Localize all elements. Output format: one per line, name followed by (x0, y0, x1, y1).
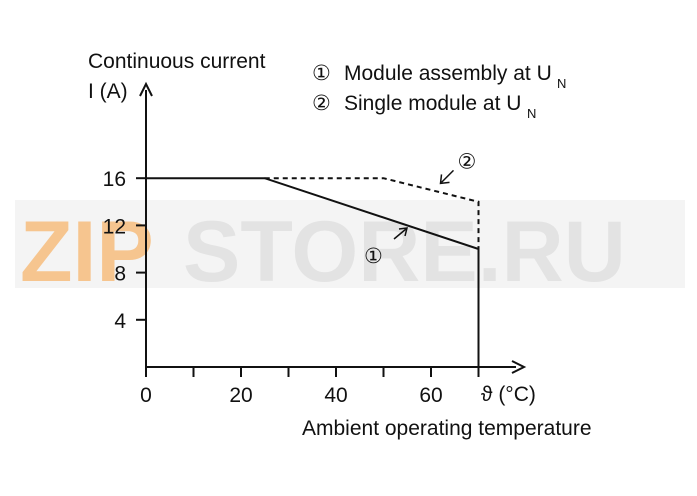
legend-text-2: Single module at U (344, 92, 521, 115)
watermark-band (15, 200, 685, 288)
watermark-text-zip: ZIP (20, 204, 154, 300)
y-tick-label-4: 4 (114, 310, 126, 333)
x-axis-label: Ambient operating temperature (302, 417, 592, 440)
x-tick-label-60: 60 (419, 384, 442, 407)
x-tick-label-40: 40 (324, 384, 347, 407)
annotation-arrow-2 (440, 169, 455, 183)
annotation-arrowhead-2 (439, 174, 450, 185)
y-tick-label-8: 8 (114, 263, 126, 286)
y-axis-arrow (139, 81, 153, 97)
y-tick-label-16: 16 (103, 168, 126, 191)
x-axis-arrow (511, 360, 527, 374)
y-tick-label-12: 12 (103, 215, 126, 238)
annotation-arrow-1 (393, 228, 407, 240)
annotation-marker-2: ② (458, 150, 477, 173)
annotation-marker-1: ① (364, 245, 383, 268)
legend-marker-1: ① (312, 62, 331, 85)
watermark: ZIP STORE.RU (15, 200, 685, 300)
legend-sub-1: N (557, 76, 566, 91)
legend-sub-2: N (527, 106, 536, 121)
series-group (146, 177, 480, 367)
x-tick-label-20: 20 (229, 384, 252, 407)
watermark-text-store: STORE.RU (183, 204, 626, 300)
series-line-1 (146, 177, 480, 367)
legend: ① Module assembly at U N ② Single module… (312, 62, 566, 121)
y-axis-unit: I (A) (88, 80, 128, 103)
annotations: ①② (364, 150, 476, 268)
x-tick-label-0: 0 (140, 384, 152, 407)
y-axis-label: Continuous current (88, 50, 266, 73)
ticks: 0 20 40 60 16 12 8 4 (103, 168, 480, 407)
legend-text-1: Module assembly at U (344, 62, 552, 85)
legend-marker-2: ② (312, 92, 331, 115)
annotation-arrowhead-1 (398, 227, 408, 237)
x-axis-unit: ϑ (°C) (481, 383, 536, 406)
